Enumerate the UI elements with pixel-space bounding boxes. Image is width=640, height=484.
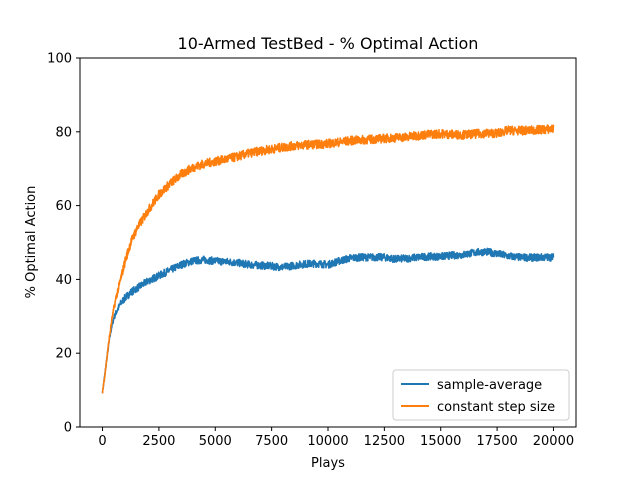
x-tick-label: 15000: [420, 434, 461, 449]
x-tick-label: 0: [98, 434, 106, 449]
legend-box: [392, 369, 570, 421]
series-line-sample-average: [101, 247, 555, 394]
x-tick-label: 10000: [307, 434, 348, 449]
y-tick-label: 0: [64, 421, 72, 436]
x-tick-label: 7500: [255, 434, 288, 449]
legend-label-constant-step-size: constant step size: [437, 400, 555, 415]
plot-area: [79, 57, 577, 428]
legend: sample-average constant step size: [392, 369, 570, 421]
y-axis-label: % Optimal Action: [24, 186, 39, 299]
y-tick-label: 40: [55, 273, 72, 288]
plot-background: [80, 58, 576, 427]
legend-label-sample-average: sample-average: [437, 378, 542, 393]
chart-title: 10-Armed TestBed - % Optimal Action: [178, 34, 479, 53]
y-axis-ticks: 0 20 40 60 80 100: [47, 52, 80, 436]
y-tick-label: 60: [55, 199, 72, 214]
x-tick-label: 12500: [364, 434, 405, 449]
y-tick-label: 20: [55, 347, 72, 362]
x-tick-label: 20000: [533, 434, 574, 449]
x-axis-label: Plays: [311, 456, 345, 471]
x-tick-label: 5000: [199, 434, 232, 449]
x-tick-label: 17500: [476, 434, 517, 449]
x-tick-label: 2500: [142, 434, 175, 449]
y-tick-label: 100: [47, 52, 72, 67]
series-layer: [101, 124, 555, 394]
y-tick-label: 80: [55, 125, 72, 140]
x-axis-ticks: 0 2500 5000 7500 10000 12500 15000 17500 20000: [98, 427, 574, 449]
series-line-constant-step-size: [101, 124, 555, 394]
